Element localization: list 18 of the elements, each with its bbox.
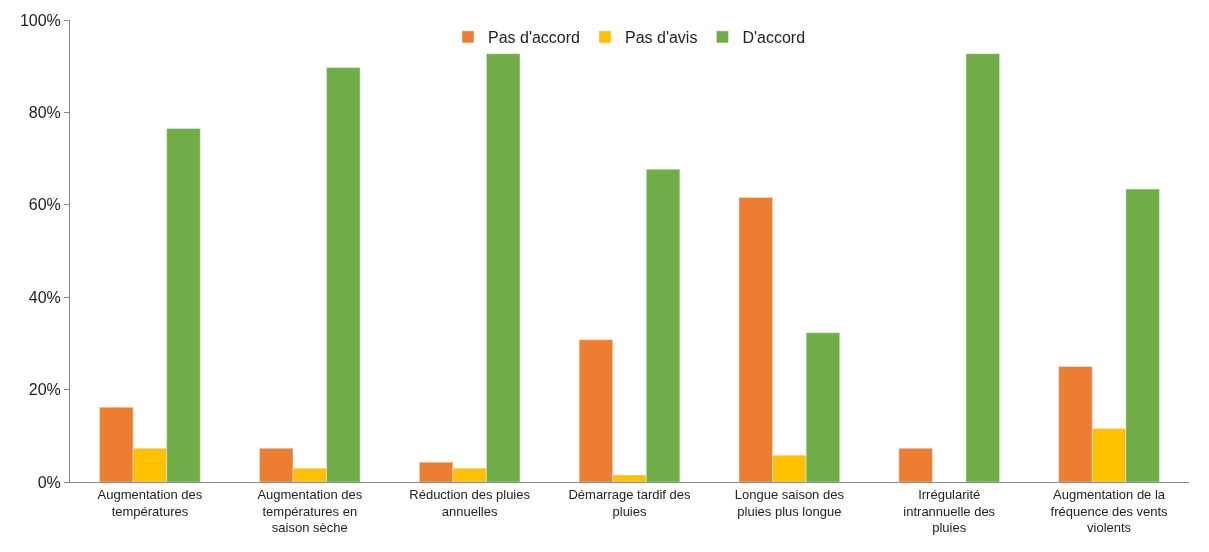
y-tick-label: 60% [28, 196, 61, 214]
x-tick-label: Augmentation de la fréquence des vents violents [1050, 486, 1169, 536]
x-tick-label: Longue saison des pluies plus longue [734, 486, 845, 519]
y-tick-label: 40% [28, 288, 61, 306]
x-tick-label: Irrégularité intrannuelle des pluies [903, 486, 996, 536]
x-tick-label: Réduction des pluies annuelles [409, 486, 531, 519]
x-tick-label: Augmentation des températures en saison sèche [257, 486, 363, 536]
bar [965, 53, 1000, 482]
y-tick-label: 100% [19, 11, 61, 29]
x-tick-label: Augmentation des températures [97, 486, 203, 519]
x-tick-label: Démarrage tardif des pluies [568, 486, 692, 519]
y-tick-label: 80% [28, 104, 61, 121]
legend-label: Pas d'accord [488, 29, 580, 47]
y-tick-label: 0% [37, 473, 61, 491]
bar [898, 448, 933, 482]
legend-label: Pas d'avis [625, 29, 698, 47]
legend-label: D'accord [742, 29, 806, 47]
y-tick-label: 20% [28, 381, 61, 399]
